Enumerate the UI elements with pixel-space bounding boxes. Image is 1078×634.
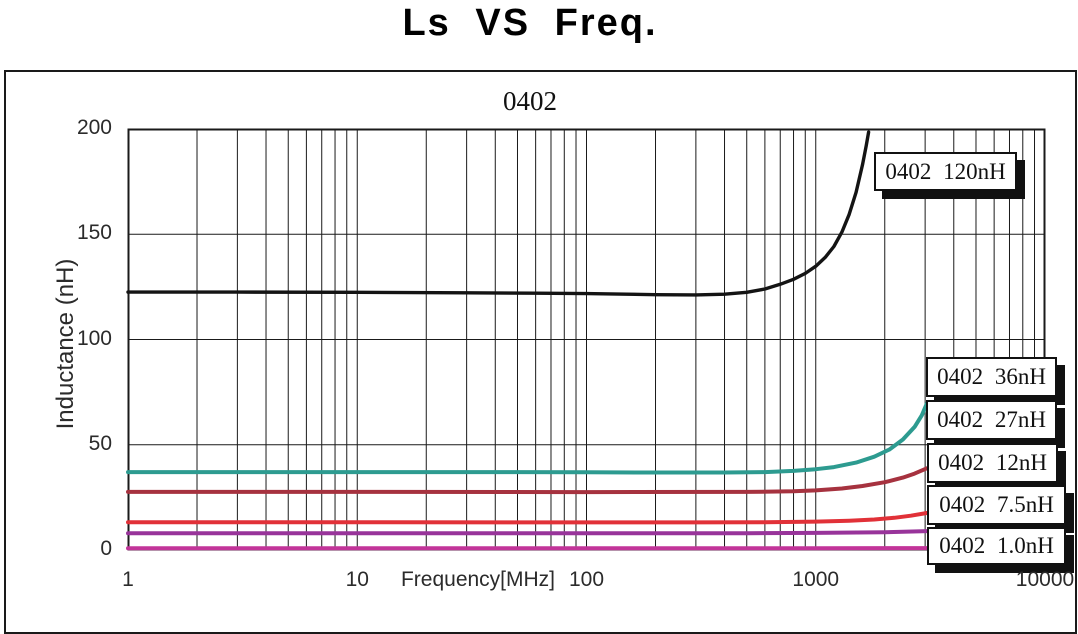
legend-item-7.5nH: 0402 7.5nH bbox=[927, 485, 1066, 525]
y-tick-label: 50 bbox=[88, 431, 112, 455]
x-tick-label: 10 bbox=[345, 568, 369, 591]
chart-page: Ls VS Freq. 0402 Inductance (nH) Frequen… bbox=[4, 2, 1077, 634]
plot-area bbox=[126, 128, 1046, 551]
legend-item-12nH: 0402 12nH bbox=[927, 443, 1058, 483]
legend-item-120nH: 0402 120nH bbox=[874, 152, 1017, 191]
y-tick-label: 200 bbox=[76, 116, 112, 139]
y-tick-label: 150 bbox=[76, 221, 112, 245]
legend-item-27nH: 0402 27nH bbox=[926, 400, 1057, 440]
x-tick-label: 10000 bbox=[1015, 568, 1075, 591]
x-tick-label: 1 bbox=[122, 568, 134, 591]
chart-title: Ls VS Freq. bbox=[402, 2, 658, 44]
legend-item-36nH: 0402 36nH bbox=[926, 357, 1057, 397]
x-tick-label: 100 bbox=[568, 568, 605, 591]
plot-subtitle: 0402 bbox=[503, 86, 557, 116]
legend-item-1.0nH: 0402 1.0nH bbox=[927, 527, 1066, 565]
y-tick-label: 0 bbox=[100, 537, 112, 560]
x-tick-label: 1000 bbox=[792, 568, 840, 591]
y-tick-label: 100 bbox=[76, 326, 112, 350]
x-axis-title: Frequency[MHz] bbox=[400, 568, 556, 591]
